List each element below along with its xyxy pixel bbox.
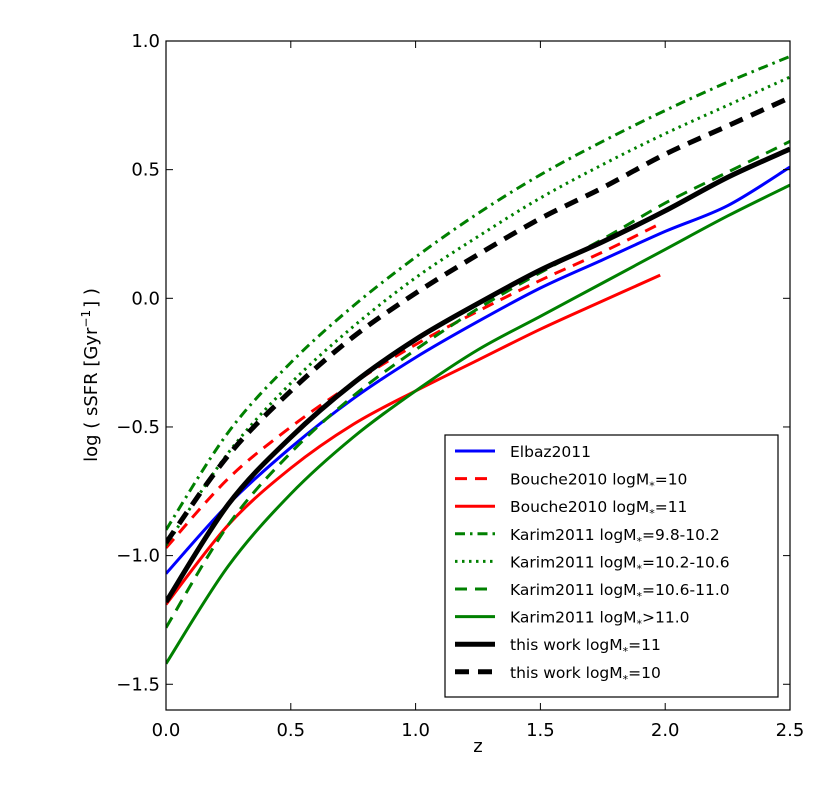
x-tick-label: 1.0 xyxy=(401,720,430,741)
ticks: 0.0 0.5 1.0 1.5 2.0 2.5 −1.5 −1.0 −0.5 0.0 0.5 1.0 xyxy=(116,31,804,741)
legend-box xyxy=(444,434,779,698)
legend-entry-4: Karim2011 logM*=10.2-10.6 xyxy=(455,553,730,575)
legend-entries: Elbaz2011 Bouche2010 logM*=10 Bouche2010 l… xyxy=(455,443,730,686)
legend-label: Bouche2010 logM*=10 xyxy=(510,471,687,493)
plot-lines xyxy=(166,55,790,665)
legend-entry-3: Karim2011 logM*=9.8-10.2 xyxy=(455,526,720,548)
x-tick-label: 1.5 xyxy=(526,720,555,741)
legend-entry-6: Karim2011 logM*>11.0 xyxy=(455,609,690,631)
y-axis-label-sup: −1 xyxy=(79,310,93,328)
legend-entry-8: this work logM*=10 xyxy=(455,664,661,686)
series-line-0 xyxy=(166,165,790,575)
legend-label: Karim2011 logM*>11.0 xyxy=(510,609,690,631)
x-tick-label: 2.5 xyxy=(776,720,805,741)
legend-label: this work logM*=11 xyxy=(510,636,661,658)
legend-label: Elbaz2011 xyxy=(510,443,591,461)
y-axis-label: log ( sSFR [Gyr−1 ] ) xyxy=(79,288,102,462)
y-axis-label-end: ] ) xyxy=(81,288,102,308)
legend: Elbaz2011 Bouche2010 logM*=10 Bouche2010 l… xyxy=(444,434,779,698)
legend-entry-5: Karim2011 logM*=10.6-11.0 xyxy=(455,581,730,603)
legend-entry-0: Elbaz2011 xyxy=(455,443,591,461)
legend-entry-7: this work logM*=11 xyxy=(455,636,661,658)
y-tick-label: 0.0 xyxy=(131,288,160,309)
y-tick-label: 1.0 xyxy=(131,31,160,52)
legend-label: this work logM*=10 xyxy=(510,664,661,686)
series-line-1 xyxy=(166,222,661,549)
x-tick-label: 0.5 xyxy=(276,720,305,741)
x-axis-label: z xyxy=(473,736,482,757)
series-line-5 xyxy=(166,140,790,629)
y-tick-label: −1.0 xyxy=(116,546,160,567)
series-line-6 xyxy=(166,183,790,665)
y-tick-label: −0.5 xyxy=(116,417,160,438)
x-tick-label: 2.0 xyxy=(651,720,680,741)
legend-label: Karim2011 logM*=10.2-10.6 xyxy=(510,553,730,575)
legend-label: Bouche2010 logM*=11 xyxy=(510,498,687,520)
y-tick-label: −1.5 xyxy=(116,674,160,695)
legend-entry-1: Bouche2010 logM*=10 xyxy=(455,471,687,493)
legend-entry-2: Bouche2010 logM*=11 xyxy=(455,498,687,520)
legend-label: Karim2011 logM*=10.6-11.0 xyxy=(510,581,730,603)
y-tick-label: 0.5 xyxy=(131,160,160,181)
legend-label: Karim2011 logM*=9.8-10.2 xyxy=(510,526,720,548)
series-line-4 xyxy=(166,75,790,547)
series-line-7 xyxy=(166,146,790,604)
series-line-3 xyxy=(166,55,790,531)
y-axis-label-main: log ( sSFR [Gyr xyxy=(81,327,102,462)
axes-frame xyxy=(165,40,791,711)
series-line-8 xyxy=(166,95,790,545)
x-tick-label: 0.0 xyxy=(152,720,181,741)
